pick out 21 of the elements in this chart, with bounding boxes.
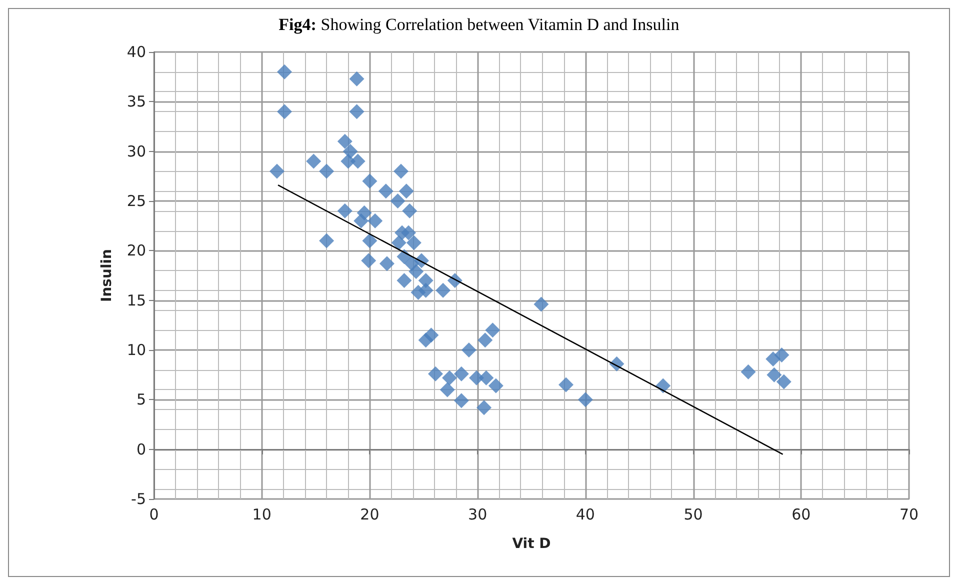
x-tick-label: 40 — [576, 506, 595, 524]
chart-title: Fig4: Showing Correlation between Vitamin D and Insulin — [278, 15, 680, 34]
x-axis-title: Vit D — [512, 536, 551, 552]
x-tick-label: 20 — [360, 506, 380, 524]
y-tick-label: 40 — [126, 43, 146, 61]
y-tick-label: 10 — [126, 341, 146, 359]
y-tick-label: 20 — [126, 242, 146, 260]
y-tick-label: 5 — [136, 390, 146, 409]
y-tick-label: 15 — [126, 291, 146, 310]
x-tick-label: 10 — [252, 506, 272, 524]
y-tick-label: 25 — [126, 192, 146, 210]
x-tick-label: 60 — [792, 506, 811, 524]
x-tick-label: 30 — [468, 506, 488, 524]
y-axis-title: Insulin — [99, 248, 115, 302]
x-tick-label: 70 — [899, 506, 919, 524]
y-tick-label: 35 — [126, 92, 146, 111]
x-tick-label: 0 — [149, 506, 159, 524]
y-tick-label: -5 — [131, 490, 146, 508]
x-tick-label: 50 — [684, 506, 703, 524]
y-tick-label: 30 — [126, 142, 146, 160]
y-tick-label: 0 — [136, 440, 146, 458]
